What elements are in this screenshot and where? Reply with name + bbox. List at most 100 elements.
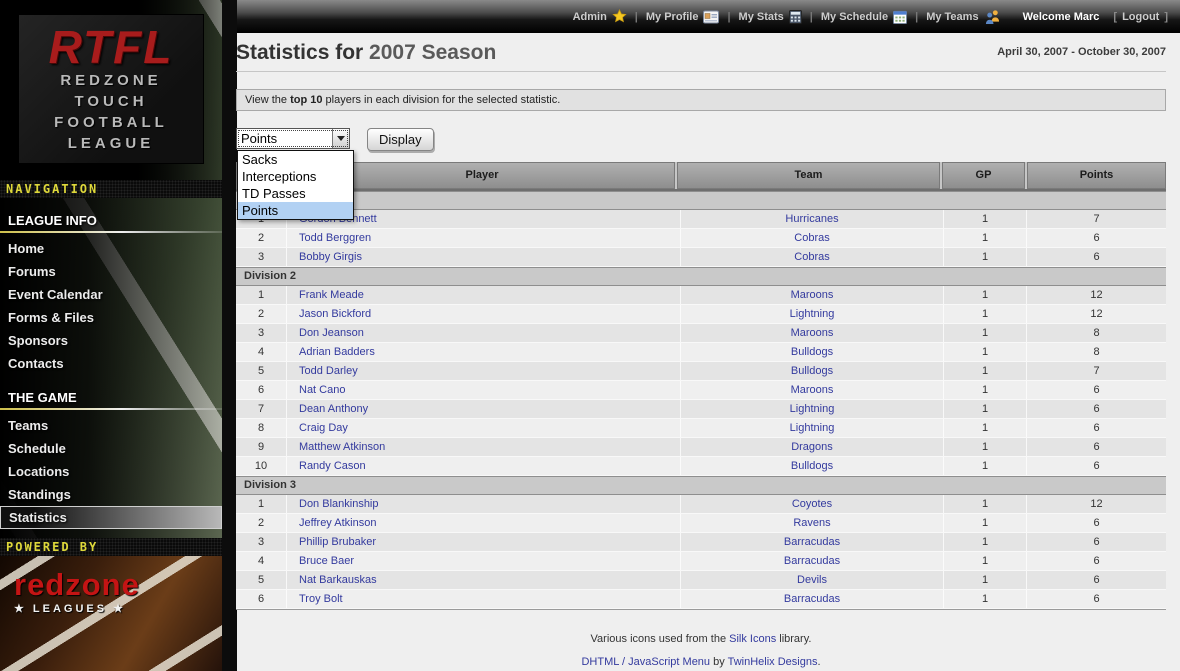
table-row: 7 Dean Anthony Lightning 1 6 — [236, 400, 1166, 419]
team-link[interactable]: Cobras — [794, 232, 830, 244]
gp-cell: 1 — [944, 514, 1027, 532]
player-link[interactable]: Nat Cano — [299, 384, 346, 396]
star-icon — [612, 9, 627, 24]
redzone-leagues-logo: redzone ★ LEAGUES ★ — [14, 569, 140, 615]
sidebar-item-schedule[interactable]: Schedule — [8, 441, 66, 456]
navigation-led-banner: NAVIGATION — [0, 180, 222, 198]
team-link[interactable]: Barracudas — [783, 536, 841, 548]
team-link[interactable]: Coyotes — [791, 498, 833, 510]
player-link[interactable]: Jason Bickford — [299, 308, 372, 320]
topbar-item-my-stats[interactable]: My Stats — [739, 9, 802, 24]
info-text-bold: top 10 — [290, 94, 323, 106]
team-link[interactable]: Devils — [797, 574, 827, 586]
sidebar-item-locations[interactable]: Locations — [8, 464, 70, 479]
team-link[interactable]: Bulldogs — [790, 346, 834, 358]
player-cell: Matthew Atkinson — [287, 438, 681, 456]
player-link[interactable]: Craig Day — [299, 422, 348, 434]
sidebar-item-statistics[interactable]: Statistics — [0, 506, 222, 529]
player-link[interactable]: Adrian Badders — [299, 346, 375, 358]
display-button[interactable]: Display — [367, 128, 434, 151]
team-cell: Bulldogs — [681, 457, 944, 475]
season-date-range: April 30, 2007 - October 30, 2007 — [997, 46, 1166, 58]
separator: | — [634, 10, 638, 23]
team-link[interactable]: Maroons — [790, 327, 834, 339]
player-link[interactable]: Bobby Girgis — [299, 251, 362, 263]
player-link[interactable]: Nat Barkauskas — [299, 574, 377, 586]
team-cell: Lightning — [681, 400, 944, 418]
rank-cell: 2 — [236, 229, 287, 247]
select-option-points[interactable]: Points — [238, 202, 353, 219]
player-link[interactable]: Don Jeanson — [299, 327, 364, 339]
table-row: 5 Todd Darley Bulldogs 1 7 — [236, 362, 1166, 381]
team-link[interactable]: Ravens — [793, 517, 831, 529]
player-cell: Jason Bickford — [287, 305, 681, 323]
table-row: 8 Craig Day Lightning 1 6 — [236, 419, 1166, 438]
player-cell: Adrian Badders — [287, 343, 681, 361]
player-link[interactable]: Randy Cason — [299, 460, 366, 472]
page-title: Statistics for 2007 Season — [236, 41, 496, 65]
footer-credit-menu: DHTML / JavaScript Menu by TwinHelix Des… — [236, 656, 1166, 668]
team-link[interactable]: Barracudas — [783, 555, 841, 567]
team-link[interactable]: Lightning — [789, 422, 835, 434]
topbar-item-my-schedule[interactable]: My Schedule — [821, 10, 908, 24]
sidebar-item-forms-files[interactable]: Forms & Files — [8, 310, 94, 325]
dhtml-menu-link[interactable]: DHTML / JavaScript Menu — [581, 656, 711, 668]
team-link[interactable]: Bulldogs — [790, 460, 834, 472]
team-link[interactable]: Barracudas — [783, 593, 841, 605]
group-icon — [984, 9, 1001, 24]
player-link[interactable]: Bruce Baer — [299, 555, 355, 567]
sidebar-item-contacts[interactable]: Contacts — [8, 356, 64, 371]
team-link[interactable]: Lightning — [789, 403, 835, 415]
select-arrow-button[interactable] — [332, 129, 349, 148]
player-link[interactable]: Frank Meade — [299, 289, 364, 301]
team-link[interactable]: Lightning — [789, 308, 835, 320]
player-link[interactable]: Todd Darley — [299, 365, 358, 377]
topbar-item-admin[interactable]: Admin — [573, 9, 627, 24]
footer-text: library. — [776, 633, 812, 645]
sidebar-item-standings[interactable]: Standings — [8, 487, 71, 502]
sidebar-item-forums[interactable]: Forums — [8, 264, 56, 279]
rank-cell: 7 — [236, 400, 287, 418]
topbar-item-my-teams[interactable]: My Teams — [926, 9, 1000, 24]
select-option-sacks[interactable]: Sacks — [242, 152, 278, 167]
rtfl-logo-acronym: RTFL — [48, 21, 174, 73]
player-link[interactable]: Jeffrey Atkinson — [299, 517, 377, 529]
sidebar-item-event-calendar[interactable]: Event Calendar — [8, 287, 103, 302]
team-link[interactable]: Maroons — [790, 289, 834, 301]
select-option-td-passes[interactable]: TD Passes — [242, 186, 306, 201]
logout-link[interactable]: Logout — [1122, 10, 1160, 23]
team-cell: Devils — [681, 571, 944, 589]
sidebar-item-home[interactable]: Home — [8, 241, 45, 256]
sidebar-item-sponsors[interactable]: Sponsors — [8, 333, 68, 348]
sidebar-item-teams[interactable]: Teams — [8, 418, 49, 433]
gp-cell: 1 — [944, 305, 1027, 323]
team-link[interactable]: Hurricanes — [785, 213, 839, 225]
player-cell: Frank Meade — [287, 286, 681, 304]
twinhelix-link[interactable]: TwinHelix Designs — [727, 656, 818, 668]
player-link[interactable]: Troy Bolt — [299, 593, 343, 605]
player-link[interactable]: Todd Berggren — [299, 232, 372, 244]
chevron-down-icon — [337, 136, 345, 141]
player-link[interactable]: Matthew Atkinson — [299, 441, 386, 453]
player-cell: Nat Cano — [287, 381, 681, 399]
gp-cell: 1 — [944, 229, 1027, 247]
statistic-select-value: Points — [241, 131, 278, 146]
team-link[interactable]: Cobras — [794, 251, 830, 263]
points-cell: 6 — [1093, 593, 1100, 605]
rank-cell: 1 — [236, 495, 287, 513]
table-row: 1 Frank Meade Maroons 1 12 — [236, 286, 1166, 305]
team-link[interactable]: Maroons — [790, 384, 834, 396]
team-cell: Coyotes — [681, 495, 944, 513]
statistic-select[interactable]: Points — [236, 128, 350, 149]
points-cell: 6 — [1093, 441, 1100, 453]
team-link[interactable]: Bulldogs — [790, 365, 834, 377]
team-link[interactable]: Dragons — [791, 441, 833, 453]
silk-icons-link[interactable]: Silk Icons — [729, 633, 777, 645]
gp-cell: 1 — [944, 457, 1027, 475]
player-link[interactable]: Don Blankinship — [299, 498, 379, 510]
rank-cell: 3 — [236, 248, 287, 266]
player-link[interactable]: Dean Anthony — [299, 403, 369, 415]
topbar-item-my-profile[interactable]: My Profile — [646, 10, 720, 24]
player-link[interactable]: Phillip Brubaker — [299, 536, 377, 548]
select-option-interceptions[interactable]: Interceptions — [242, 169, 317, 184]
